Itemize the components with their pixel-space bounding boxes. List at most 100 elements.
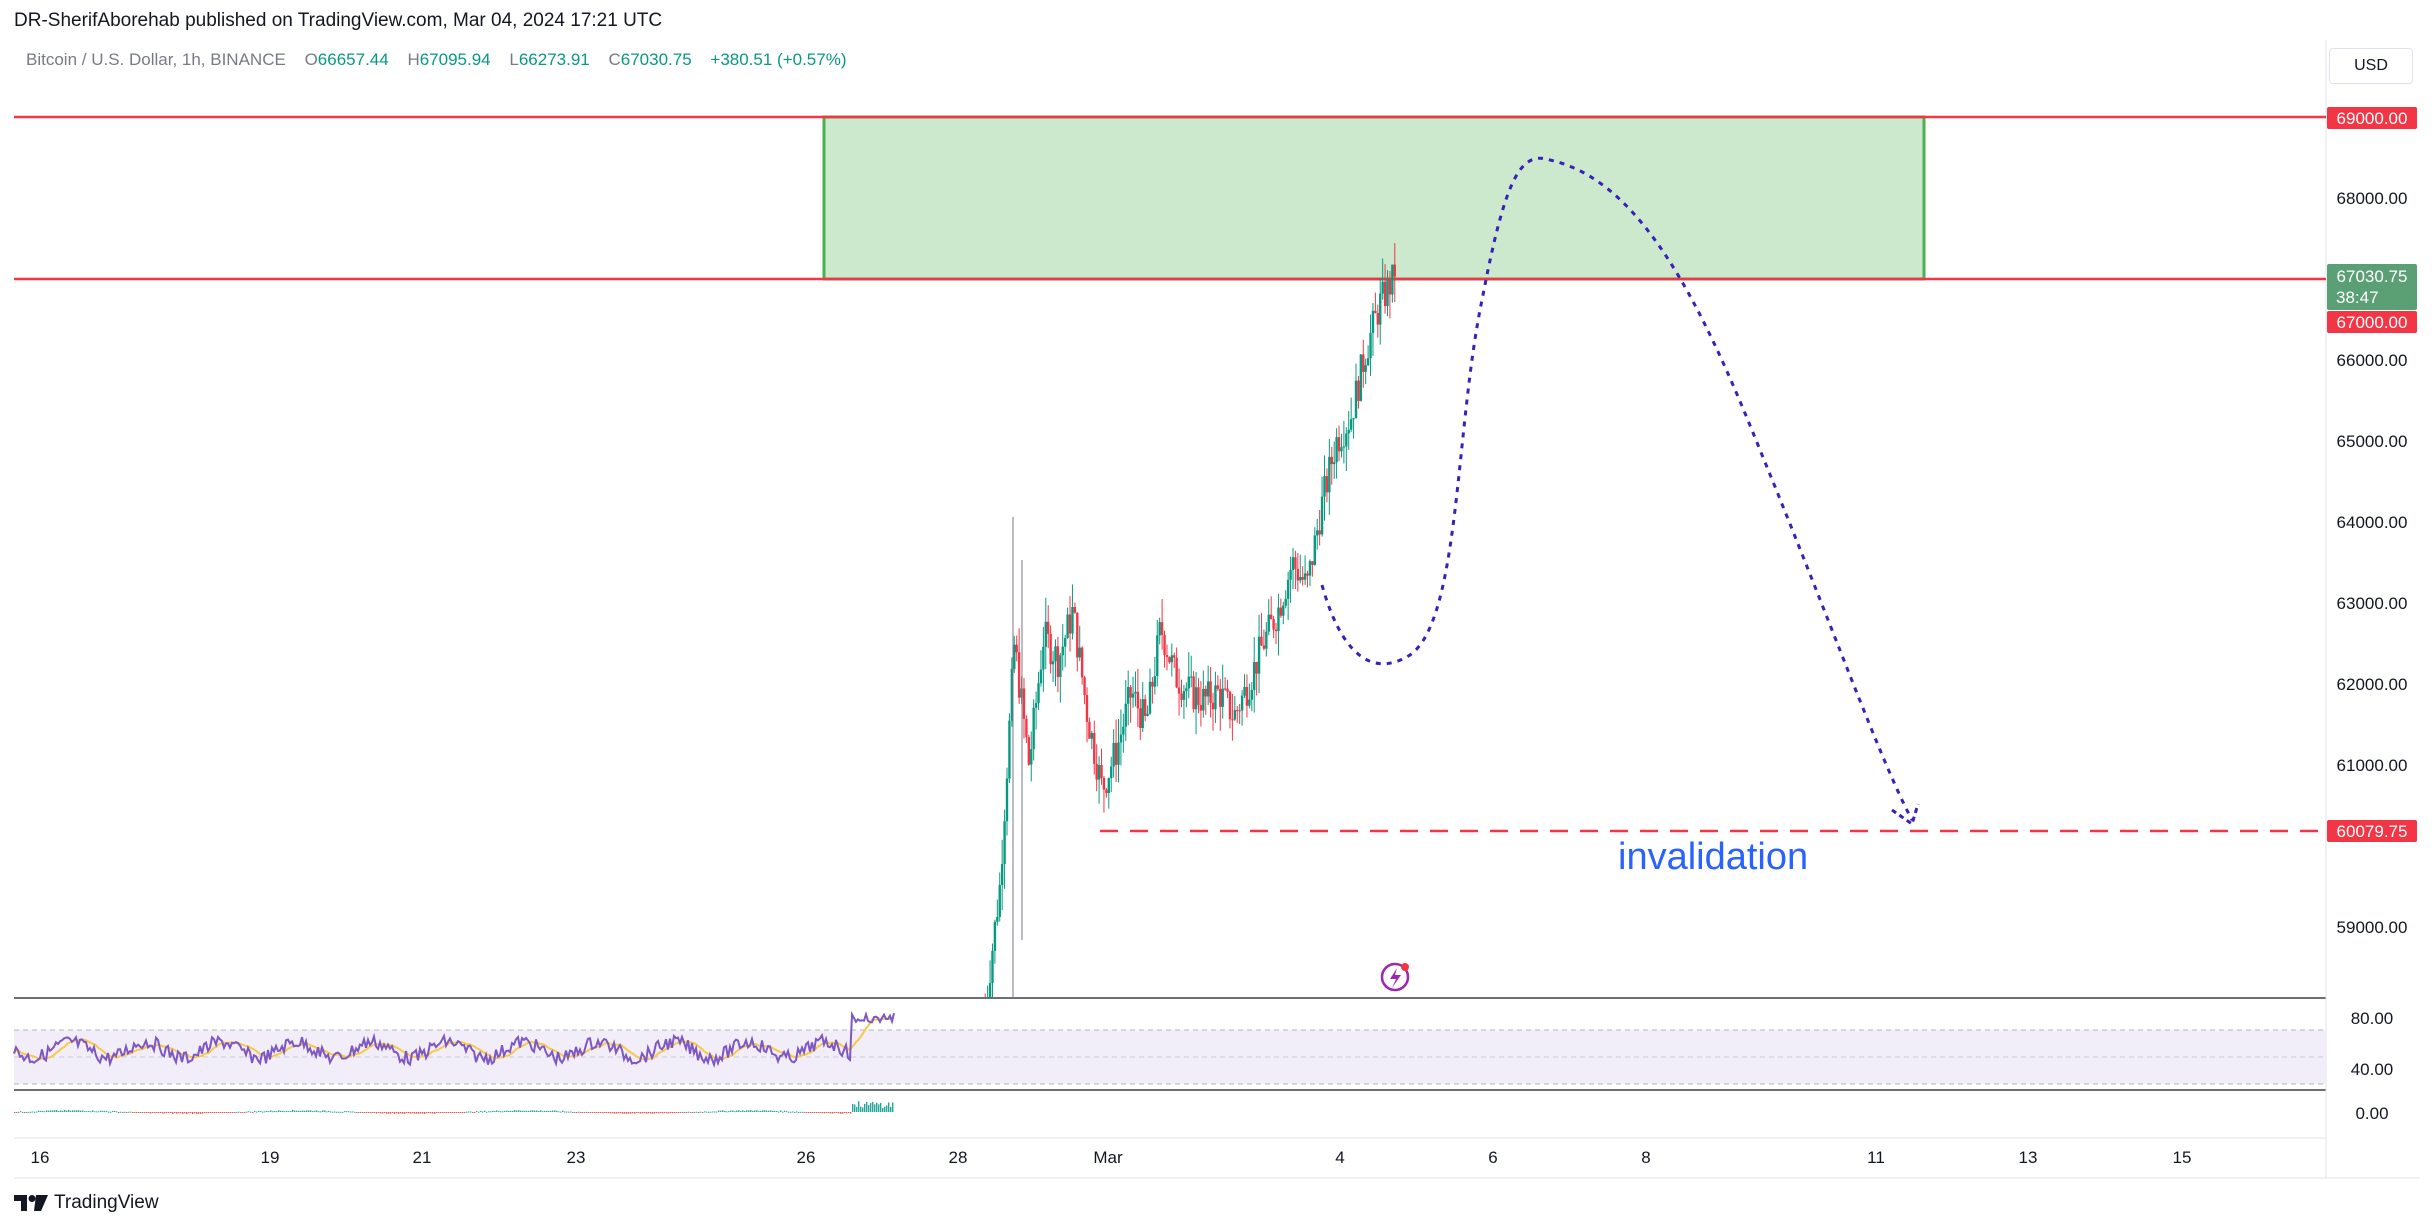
candle-body (1369, 332, 1372, 359)
macd-bar (366, 1112, 368, 1113)
candle-body (1366, 358, 1370, 366)
macd-bar (442, 1112, 444, 1113)
macd-bar (446, 1112, 448, 1113)
symbol-legend[interactable]: Bitcoin / U.S. Dollar, 1h, BINANCE O6665… (26, 50, 847, 70)
macd-bar (638, 1112, 640, 1113)
candle-body (1243, 686, 1246, 696)
macd-bar (736, 1110, 738, 1112)
macd-bar (860, 1106, 862, 1112)
lightning-event-icon[interactable] (1380, 962, 1410, 992)
candle-body (1061, 646, 1064, 656)
macd-bar (30, 1111, 32, 1113)
macd-bar (672, 1112, 674, 1114)
candle-body (1347, 429, 1350, 434)
macd-bar (636, 1112, 638, 1113)
macd-bar (780, 1110, 782, 1112)
macd-bar (830, 1112, 832, 1114)
time-tick: 28 (949, 1148, 968, 1167)
macd-bar (126, 1112, 128, 1113)
candle-body (1342, 446, 1346, 448)
macd-bar (188, 1112, 190, 1114)
macd-bar (14, 1112, 16, 1113)
macd-bar (726, 1111, 728, 1113)
publisher-line: DR-SherifAborehab published on TradingVi… (14, 10, 663, 31)
candle-body (1071, 606, 1074, 634)
candle-body (1391, 264, 1394, 295)
candle-body (1114, 742, 1118, 765)
candle-body (1209, 681, 1212, 703)
macd-bar (508, 1110, 510, 1112)
macd-bar (768, 1110, 770, 1112)
high-value: 67095.94 (419, 50, 491, 69)
macd-bar (328, 1110, 330, 1112)
candle-body (1173, 655, 1176, 658)
footer-brand[interactable]: TradingView (14, 1192, 159, 1214)
macd-bar (144, 1112, 146, 1113)
macd-bar (448, 1112, 450, 1113)
candle-body (1393, 264, 1396, 277)
candle-body (1122, 726, 1125, 735)
macd-bar (248, 1111, 250, 1113)
macd-bar (750, 1109, 752, 1112)
invalidation-label[interactable]: invalidation (1618, 836, 1809, 878)
macd-bar (330, 1111, 332, 1113)
macd-bar (358, 1112, 360, 1113)
macd-bar (572, 1112, 574, 1113)
macd-bar (260, 1111, 262, 1113)
candle-body (1379, 293, 1382, 325)
currency-button[interactable]: USD (2329, 48, 2413, 84)
macd-bar (532, 1110, 534, 1112)
symbol-name[interactable]: Bitcoin / U.S. Dollar, 1h, BINANCE (26, 50, 286, 69)
macd-bar (514, 1110, 516, 1112)
macd-bar (176, 1112, 178, 1114)
rsi-lower-tick: 40.00 (2351, 1060, 2394, 1079)
candle-body (1049, 633, 1052, 665)
macd-bar (212, 1112, 214, 1113)
macd-bar (66, 1110, 68, 1112)
macd-bar (630, 1112, 632, 1114)
macd-bar (414, 1112, 416, 1114)
candle-body (1383, 281, 1387, 307)
macd-bar (424, 1112, 426, 1114)
candle-body (1158, 622, 1161, 636)
macd-bar (460, 1112, 462, 1113)
macd-bar (228, 1112, 230, 1113)
macd-bar (156, 1112, 158, 1113)
candle-body (1233, 710, 1237, 720)
macd-bar (596, 1112, 598, 1113)
candle-body (1129, 686, 1132, 698)
candlestick-series[interactable] (984, 243, 1396, 998)
macd-bar (70, 1110, 72, 1112)
time-tick: 26 (797, 1148, 816, 1167)
macd-bar (206, 1112, 208, 1114)
candle-body (1030, 749, 1033, 765)
macd-bar (686, 1111, 688, 1113)
candle-body (1337, 437, 1341, 452)
macd-bar (804, 1112, 806, 1113)
macd-bar (386, 1112, 388, 1114)
macd-bar (548, 1110, 550, 1112)
candle-body (1279, 607, 1283, 616)
macd-bar (616, 1112, 618, 1114)
macd-bar (754, 1110, 756, 1112)
macd-bar (298, 1110, 300, 1112)
time-axis[interactable]: 16 19 21 23 26 28 Mar 4 6 8 11 13 15 (31, 1148, 2192, 1167)
candle-body (1284, 598, 1287, 606)
candle-body (1068, 614, 1072, 634)
rsi-line[interactable] (13, 1010, 895, 1069)
macd-bar (256, 1111, 258, 1113)
candle-body (1025, 718, 1028, 738)
macd-bar (40, 1110, 42, 1112)
macd-bar (150, 1112, 152, 1114)
macd-bar (274, 1111, 276, 1113)
macd-bar (746, 1110, 748, 1112)
candle-body (1005, 778, 1009, 822)
macd-histogram[interactable] (14, 1101, 894, 1115)
supply-zone[interactable] (822, 115, 1926, 281)
macd-bar (174, 1112, 176, 1114)
macd-bar (456, 1112, 458, 1113)
macd-bar (570, 1111, 572, 1113)
macd-bar (430, 1112, 432, 1114)
candle-body (1349, 419, 1353, 430)
